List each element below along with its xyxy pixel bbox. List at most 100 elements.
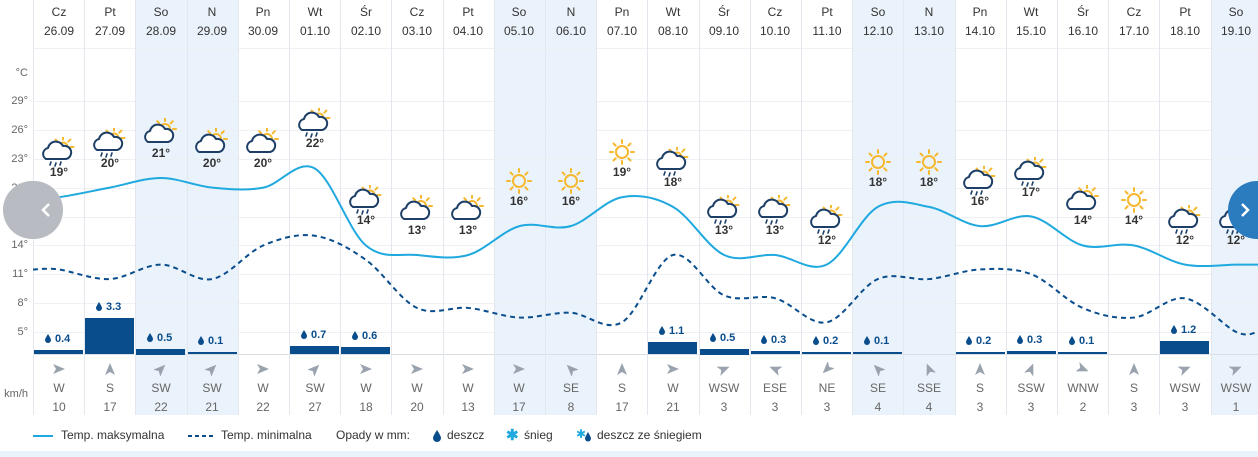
day-name: Cz [767, 5, 783, 19]
day-date: 19.10 [1220, 24, 1252, 38]
day-name: N [566, 5, 576, 19]
grid-column-divider [596, 0, 597, 415]
precip-value: 0.2 [823, 335, 839, 347]
sun-rain-icon [810, 205, 843, 235]
max-temp-label: 18° [663, 175, 683, 189]
wind-direction: S [975, 381, 984, 395]
wind-arrow-icon [1076, 362, 1089, 372]
grid-column-divider [801, 0, 802, 415]
footer-strip [0, 451, 1258, 457]
day-name: So [511, 5, 527, 19]
wind-direction: NE [818, 381, 836, 395]
grid-line [33, 274, 1258, 275]
grid-column-divider [1211, 0, 1212, 415]
grid-column-divider [238, 0, 239, 415]
y-tick-label: 29° [11, 95, 28, 107]
max-temp-label: 14° [356, 213, 376, 227]
partly-cloudy-icon [400, 195, 433, 220]
precip-value: 1.2 [1181, 324, 1197, 336]
y-tick-label: 11° [12, 268, 28, 280]
precip-label: 0.6 [352, 330, 377, 342]
day-date: 07.10 [606, 24, 638, 38]
day-date: 14.10 [964, 24, 996, 38]
raindrop-icon [1017, 335, 1023, 344]
max-temp-label: 19° [612, 165, 632, 179]
legend-snow: śnieg [524, 428, 553, 442]
precip-bar [34, 350, 83, 354]
wind-speed: 3 [1130, 400, 1138, 414]
wind-speed: 20 [410, 400, 424, 414]
precip-bar [700, 349, 749, 355]
raindrop-icon [198, 336, 204, 345]
precip-value: 0.1 [1079, 335, 1095, 347]
wind-arrow-icon [1178, 366, 1191, 376]
next-button[interactable] [1228, 181, 1258, 239]
raindrop-icon [45, 334, 51, 343]
max-temp-label: 14° [1124, 213, 1144, 227]
wind-direction: W [513, 381, 525, 395]
wind-speed: 22 [154, 400, 168, 414]
wind-direction: W [257, 381, 269, 395]
max-temp-line-swatch [33, 435, 53, 437]
grid-column-divider [443, 0, 444, 415]
precip-label: 0.2 [813, 335, 838, 347]
wind-arrow-icon [667, 364, 679, 374]
y-tick-label: 23° [11, 153, 28, 165]
wind-speed: 10 [52, 400, 66, 414]
prev-button[interactable] [3, 181, 63, 239]
y-tick-label: 26° [11, 124, 28, 136]
wind-arrow-icon [257, 364, 269, 374]
wind-speed: 3 [1027, 400, 1035, 414]
day-name: N [924, 5, 934, 19]
grid-column-divider [1159, 0, 1160, 415]
precip-label: 0.5 [147, 332, 172, 344]
day-date: 13.10 [913, 24, 945, 38]
day-date: 26.09 [43, 24, 75, 38]
max-temp-label: 18° [919, 175, 939, 189]
precip-label: 1.1 [659, 325, 684, 337]
legend-min-temp: Temp. minimalna [221, 428, 312, 442]
precip-bar [751, 351, 800, 354]
max-temp-label: 16° [970, 194, 990, 208]
precip-bar [136, 349, 185, 355]
precip-label: 3.3 [96, 301, 121, 313]
raindrop-icon [966, 336, 972, 345]
grid-line [33, 332, 1258, 333]
day-date: 02.10 [350, 24, 382, 38]
precip-value: 3.3 [106, 301, 122, 313]
rain-snow-icon: ✱ [576, 428, 591, 442]
wind-direction: SE [562, 381, 579, 395]
legend-precip-title: Opady w mm: [336, 428, 411, 442]
wind-direction: W [667, 381, 679, 395]
grid-column-divider [750, 0, 751, 415]
wind-arrow-icon [769, 366, 782, 376]
day-name: Wt [307, 5, 323, 19]
svg-text:✱: ✱ [576, 428, 586, 441]
precip-value: 0.3 [1027, 334, 1043, 346]
wind-arrow-icon [873, 364, 885, 376]
day-date: 01.10 [299, 24, 331, 38]
wind-speed: 2 [1079, 400, 1087, 414]
grid-column-divider [187, 0, 188, 415]
partly-cloudy-icon [195, 128, 228, 153]
precip-label: 0.7 [301, 329, 326, 341]
day-date: 28.09 [145, 24, 177, 38]
wind-speed: 17 [103, 400, 117, 414]
day-name: Pt [821, 5, 833, 19]
grid-line [33, 101, 1258, 102]
raindrop-icon [96, 302, 102, 311]
grid-column-divider [289, 0, 290, 415]
precip-label: 0.1 [864, 335, 889, 347]
wind-speed: 21 [205, 400, 219, 414]
day-date: 04.10 [452, 24, 484, 38]
day-date: 29.09 [196, 24, 228, 38]
day-name: Cz [1126, 5, 1142, 19]
precip-bar [1160, 341, 1209, 354]
wind-arrow-icon [105, 363, 115, 375]
wind-arrow-icon [154, 364, 166, 376]
day-date: 08.10 [657, 24, 689, 38]
precip-bar [648, 342, 697, 354]
day-date: 12.10 [862, 24, 894, 38]
grid-line [33, 217, 1258, 218]
